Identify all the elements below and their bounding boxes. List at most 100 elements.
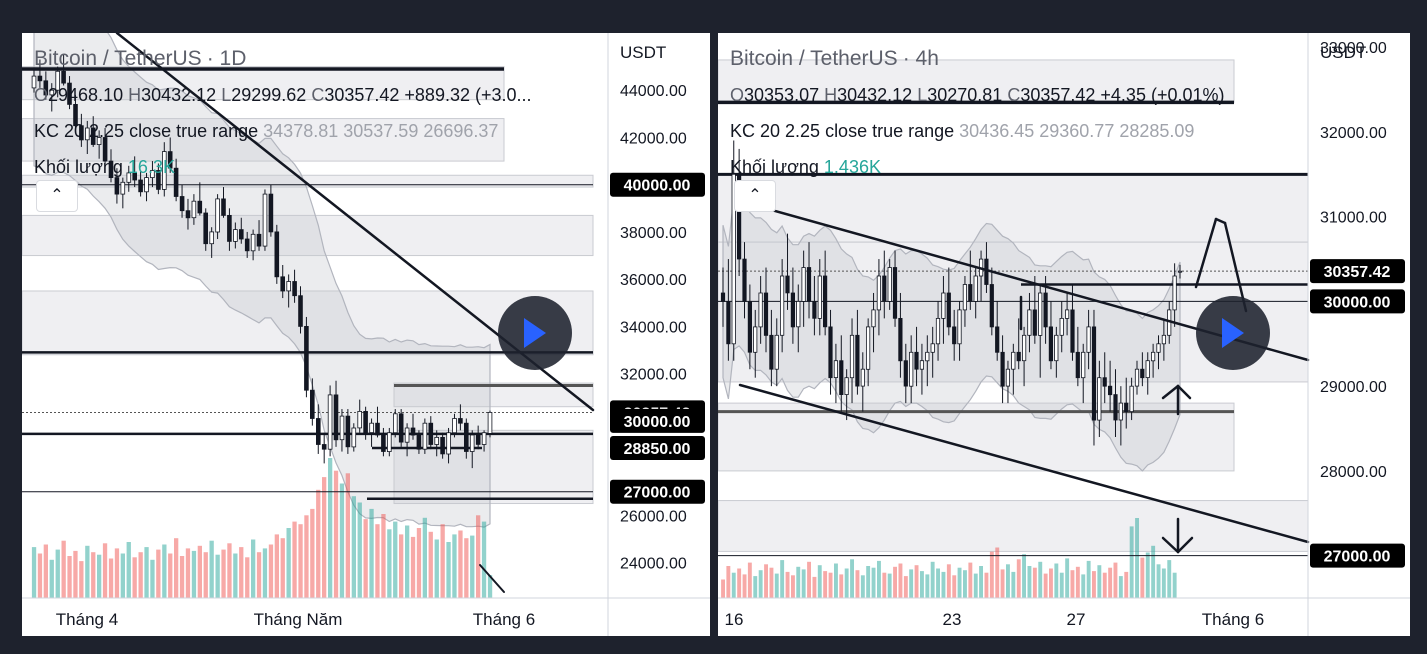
candle-body — [215, 198, 220, 233]
volume-bar — [1108, 567, 1113, 598]
close-label: C — [311, 85, 325, 105]
symbol-row: Bitcoin / TetherUS · 4h — [730, 41, 1225, 77]
price-axis-tick: 32000.00 — [620, 367, 687, 384]
volume-bar — [941, 571, 946, 598]
price-tag-label: 27000.00 — [1324, 549, 1391, 566]
volume-bar — [1075, 566, 1080, 598]
indicator-row[interactable]: KC 20 2.25 close true range 34378.81 305… — [34, 113, 532, 149]
price-tag: 30000.00 — [610, 408, 705, 433]
zone-rect — [22, 214, 594, 257]
volume-bar — [903, 576, 908, 598]
zone-rect — [393, 382, 594, 408]
change-value: +4.35 (+0.01%) — [1100, 85, 1225, 105]
candle-body — [31, 75, 37, 89]
candle-body — [785, 275, 790, 294]
candle-body — [43, 80, 49, 96]
symbol-name[interactable]: Bitcoin / TetherUS — [34, 47, 202, 70]
volume-bar — [446, 542, 451, 598]
trend-line — [1176, 536, 1194, 554]
volume-row[interactable]: Khối lượng 16.3K — [34, 149, 532, 185]
time-axis-label: Tháng 6 — [1202, 610, 1264, 629]
volume-bar — [369, 508, 374, 598]
price-tag-bg — [610, 408, 705, 433]
volume-bar — [292, 521, 297, 598]
price-axis-unit: USDT — [1320, 43, 1366, 62]
volume-bar — [286, 528, 291, 598]
candle-body — [1107, 385, 1113, 396]
volume-bar — [866, 566, 871, 598]
volume-bar — [721, 579, 725, 598]
volume-bar — [834, 563, 838, 598]
volume-bar — [1006, 564, 1010, 598]
volume-bar — [405, 525, 410, 598]
interval-label[interactable]: 4h — [915, 47, 939, 70]
chart-canvas-1d[interactable]: Tháng 4 Tháng Năm Tháng 6 USDT 44000.00 42000… — [22, 33, 710, 636]
symbol-name[interactable]: Bitcoin / TetherUS — [730, 47, 898, 70]
chart-panel-1d[interactable]: Tháng 4 Tháng Năm Tháng 6 USDT 44000.00 42000… — [22, 33, 710, 636]
candle-body — [309, 389, 315, 419]
candle-body — [780, 275, 785, 336]
volume-bar — [114, 548, 120, 598]
candle-body — [233, 229, 238, 242]
price-tag: 27000.00 — [1310, 543, 1405, 568]
volume-bar — [416, 528, 422, 598]
volume-bar — [973, 573, 978, 598]
play-button[interactable] — [498, 296, 572, 370]
candle-body — [120, 181, 126, 195]
candle-body — [1150, 351, 1156, 362]
volume-bar — [1097, 565, 1102, 598]
volume-bar — [753, 576, 758, 598]
volume-bar — [968, 562, 973, 598]
interval-label[interactable]: 1D — [219, 47, 247, 70]
price-tag: 40000.00 — [610, 172, 705, 197]
candle-body — [763, 292, 769, 336]
volume-bar — [930, 561, 935, 598]
collapse-legend-button[interactable]: ⌃ — [734, 180, 776, 212]
candle-body — [315, 418, 321, 445]
volume-bar — [860, 575, 865, 598]
zone-rect — [22, 174, 594, 188]
candle-body — [85, 127, 90, 141]
volume-bar — [268, 544, 274, 598]
candle-body — [79, 125, 84, 141]
volume-bar — [179, 556, 185, 598]
volume-bar — [1000, 569, 1005, 598]
candle-body — [398, 413, 404, 443]
indicator-middle: 30537.59 — [343, 121, 419, 141]
indicator-name: KC 20 2.25 close true range — [730, 121, 955, 141]
candle-body — [452, 418, 457, 434]
candle-body — [1113, 394, 1118, 421]
candle-body — [428, 422, 434, 445]
volume-bar — [1027, 566, 1032, 598]
trend-line — [1194, 217, 1218, 289]
candle-body — [1091, 326, 1097, 421]
volume-bar — [791, 575, 795, 598]
collapse-legend-button[interactable]: ⌃ — [36, 180, 78, 212]
volume-bar — [487, 575, 493, 598]
chart-legend-1d: Bitcoin / TetherUS · 1D O29468.10 H30432… — [34, 41, 532, 185]
trend-line — [1214, 217, 1227, 225]
candle-body — [369, 422, 374, 434]
candle-body — [1059, 317, 1064, 336]
candle-body — [806, 267, 812, 302]
indicator-row[interactable]: KC 20 2.25 close true range 30436.45 293… — [730, 113, 1225, 149]
volume-bar — [1156, 564, 1161, 598]
candle-body — [458, 418, 463, 424]
volume-bar — [828, 572, 833, 598]
volume-bar — [914, 565, 919, 598]
candle-body — [292, 281, 297, 297]
candle-body — [876, 275, 881, 311]
candle-body — [446, 432, 451, 455]
volume-bar — [298, 524, 303, 598]
candle-body — [833, 360, 838, 379]
candle-body — [871, 309, 876, 328]
candle-body — [925, 351, 930, 362]
chart-panel-4h[interactable]: 16 23 27 Tháng 6 USDT 33000.00 32000.00 31000.0… — [718, 33, 1410, 636]
candle-body — [753, 326, 758, 353]
candle-body — [351, 427, 357, 448]
volume-bar — [280, 538, 285, 598]
volume-bar — [731, 572, 736, 598]
play-button[interactable] — [1196, 296, 1270, 370]
volume-row[interactable]: Khối lượng 1.436K — [730, 149, 1225, 185]
